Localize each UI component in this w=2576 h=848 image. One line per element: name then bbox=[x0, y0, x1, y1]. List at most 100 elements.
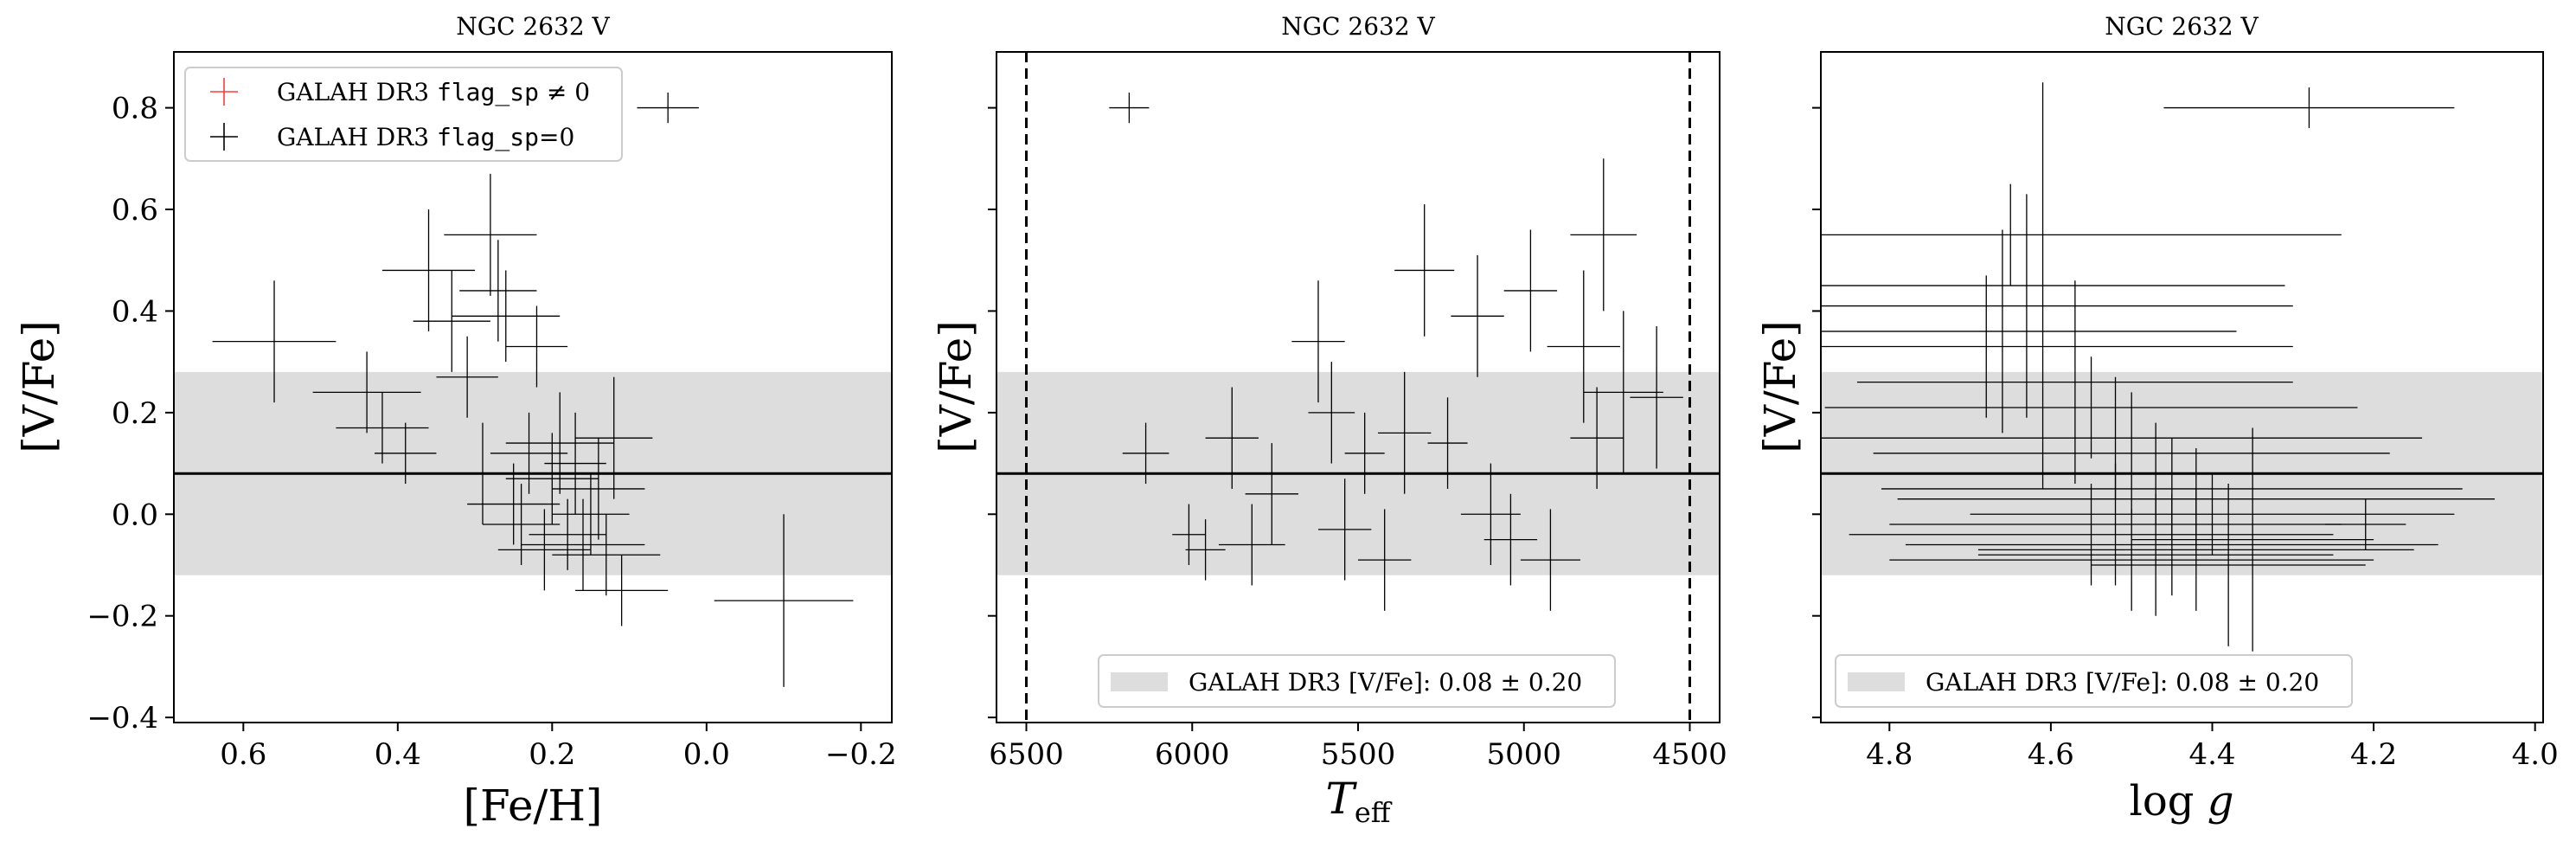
data-point bbox=[1205, 387, 1259, 489]
axes-frame bbox=[1820, 51, 2544, 723]
data-point bbox=[490, 412, 568, 494]
data-point bbox=[529, 498, 606, 570]
legend-entry: GALAH DR3 flag_sp=0 bbox=[210, 123, 574, 152]
data-point bbox=[1970, 473, 2455, 556]
x-tick-label: 4.4 bbox=[2188, 737, 2235, 772]
data-point bbox=[482, 484, 561, 565]
data-point bbox=[1520, 509, 1580, 611]
data-point bbox=[497, 509, 591, 591]
data-point bbox=[1344, 412, 1385, 494]
y-tick-label: 0.4 bbox=[112, 294, 158, 329]
legend: GALAH DR3 [V/Fe]: 0.08 ± 0.20 bbox=[1835, 654, 2353, 708]
legend-entry: GALAH DR3 [V/Fe]: 0.08 ± 0.20 bbox=[1848, 668, 2319, 697]
panel-teff: NGC 2632 V 6500 6000 5500 5000 4500 Teff [V/… bbox=[931, 12, 1727, 829]
data-point bbox=[375, 422, 437, 485]
panel-feh: NGC 2632 V 0.6 0.4 0.2 0.0 −0.2 −0.4 −0.2 0.0 0… bbox=[14, 12, 897, 831]
data-point bbox=[1483, 493, 1538, 586]
legend-label: GALAH DR3 [V/Fe]: 0.08 ± 0.20 bbox=[1189, 668, 1582, 697]
data-point bbox=[575, 376, 653, 499]
data-point bbox=[1317, 479, 1372, 581]
data-point bbox=[381, 209, 476, 331]
x-tick-label: 4.2 bbox=[2350, 737, 2397, 772]
data-point bbox=[1889, 509, 2374, 611]
data-point bbox=[1570, 387, 1624, 489]
y-axis-label: [V/Fe] bbox=[14, 320, 64, 453]
data-point bbox=[505, 392, 614, 494]
panel-title: NGC 2632 V bbox=[1281, 12, 1435, 41]
data-point bbox=[1378, 371, 1432, 494]
data-point bbox=[452, 270, 561, 363]
data-point bbox=[436, 336, 498, 418]
x-tick-label: 0.0 bbox=[683, 737, 730, 772]
data-point bbox=[1109, 92, 1150, 124]
legend-label: GALAH DR3 [V/Fe]: 0.08 ± 0.20 bbox=[1926, 668, 2319, 697]
data-point bbox=[1821, 183, 2342, 286]
data-point bbox=[1821, 229, 2237, 434]
data-point bbox=[2163, 87, 2455, 129]
y-tick-label: 0.6 bbox=[112, 193, 158, 228]
data-point bbox=[552, 473, 630, 556]
data-point bbox=[2091, 484, 2366, 646]
data-point bbox=[714, 514, 854, 687]
y-axis-label: [V/Fe] bbox=[931, 320, 981, 453]
panel-logg: NGC 2632 V 4.8 4.6 4.4 4.2 4.0 log g [V/Fe] … bbox=[1755, 12, 2559, 826]
legend: GALAH DR3 flag_sp ≠ 0 GALAH DR3 flag_sp=0 bbox=[184, 67, 623, 162]
legend-label: GALAH DR3 flag_sp=0 bbox=[277, 123, 574, 152]
data-point bbox=[1358, 509, 1412, 611]
data-point bbox=[637, 92, 699, 124]
data-point bbox=[1873, 392, 2390, 515]
data-point bbox=[1185, 519, 1226, 581]
data-point bbox=[1570, 158, 1637, 312]
y-axis-label: [V/Fe] bbox=[1755, 320, 1805, 453]
x-tick-label: 0.4 bbox=[375, 737, 421, 772]
x-tick-label: 6000 bbox=[1155, 737, 1230, 772]
legend-frame bbox=[1835, 654, 2353, 708]
data-point bbox=[1218, 504, 1285, 586]
x-tick-label: 4.6 bbox=[2028, 737, 2074, 772]
data-point bbox=[1821, 275, 2293, 418]
data-point bbox=[1630, 326, 1683, 469]
panel-title: NGC 2632 V bbox=[2105, 12, 2259, 41]
data-point bbox=[575, 555, 669, 626]
x-tick-label: 4.0 bbox=[2512, 737, 2559, 772]
x-tick-label: 4500 bbox=[1652, 737, 1727, 772]
legend-label: GALAH DR3 flag_sp ≠ 0 bbox=[277, 78, 590, 107]
axes-frame bbox=[173, 51, 893, 723]
data-point bbox=[1583, 311, 1663, 474]
data-point bbox=[1308, 362, 1355, 464]
data-point bbox=[1821, 82, 2285, 489]
legend-frame bbox=[184, 67, 623, 162]
x-tick-label: 6500 bbox=[989, 737, 1064, 772]
data-point bbox=[444, 173, 537, 296]
x-axis-label: [Fe/H] bbox=[463, 781, 602, 831]
data-point bbox=[1977, 488, 2414, 611]
data-point bbox=[1824, 357, 2358, 459]
data-point bbox=[1291, 280, 1345, 403]
y-tick-label: −0.2 bbox=[87, 600, 158, 634]
data-point bbox=[1427, 397, 1468, 489]
data-point bbox=[552, 438, 645, 540]
data-point bbox=[2325, 498, 2406, 550]
data-point bbox=[312, 351, 421, 434]
data-point bbox=[459, 240, 537, 342]
data-point bbox=[212, 280, 336, 403]
data-point bbox=[1245, 443, 1298, 545]
x-axis-label: Teff bbox=[1325, 774, 1392, 829]
data-point bbox=[1905, 493, 2438, 596]
data-point bbox=[444, 422, 522, 525]
x-tick-label: 0.6 bbox=[220, 737, 266, 772]
panel-title: NGC 2632 V bbox=[456, 12, 610, 41]
x-tick-label: 5000 bbox=[1486, 737, 1561, 772]
data-point bbox=[413, 270, 490, 372]
legend-patch bbox=[1111, 672, 1168, 691]
legend-frame bbox=[1098, 654, 1616, 708]
data-point bbox=[1977, 493, 2334, 616]
data-point bbox=[505, 433, 599, 525]
x-tick-label: 5500 bbox=[1321, 737, 1396, 772]
data-point bbox=[1856, 280, 2293, 485]
data-point bbox=[1821, 194, 2293, 418]
legend-entry: GALAH DR3 flag_sp ≠ 0 bbox=[210, 78, 590, 107]
data-point bbox=[1394, 204, 1455, 337]
data-point bbox=[1503, 229, 1558, 352]
